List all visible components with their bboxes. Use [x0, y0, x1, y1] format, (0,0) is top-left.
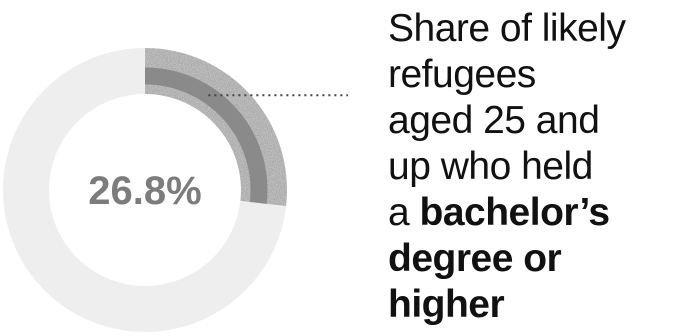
chart-title-emphasis: degree or: [388, 237, 562, 280]
chart-title-emphasis: bachelor’s: [419, 191, 611, 234]
chart-title-text: refugees: [388, 53, 536, 96]
chart-title-text: Share of likely: [388, 7, 626, 50]
chart-title-text: aged 25 and: [388, 99, 600, 142]
chart-title-line: degree or: [388, 236, 668, 282]
chart-title-line: refugees: [388, 52, 668, 98]
chart-title-text: a: [388, 191, 420, 234]
chart-title-line: aged 25 and: [388, 98, 668, 144]
chart-title-line: a bachelor’s: [388, 190, 668, 236]
highlight-arc-slice: [144, 67, 268, 204]
chart-title-line: Share of likely: [388, 6, 668, 52]
chart-title: Share of likely refugees aged 25 and up who…: [388, 6, 668, 328]
chart-title-line: up who held: [388, 144, 668, 190]
chart-title-emphasis: higher: [388, 283, 505, 326]
chart-title-text: up who held: [388, 145, 593, 188]
value-label: 26.8%: [88, 169, 201, 213]
chart-title-line: higher: [388, 282, 668, 328]
